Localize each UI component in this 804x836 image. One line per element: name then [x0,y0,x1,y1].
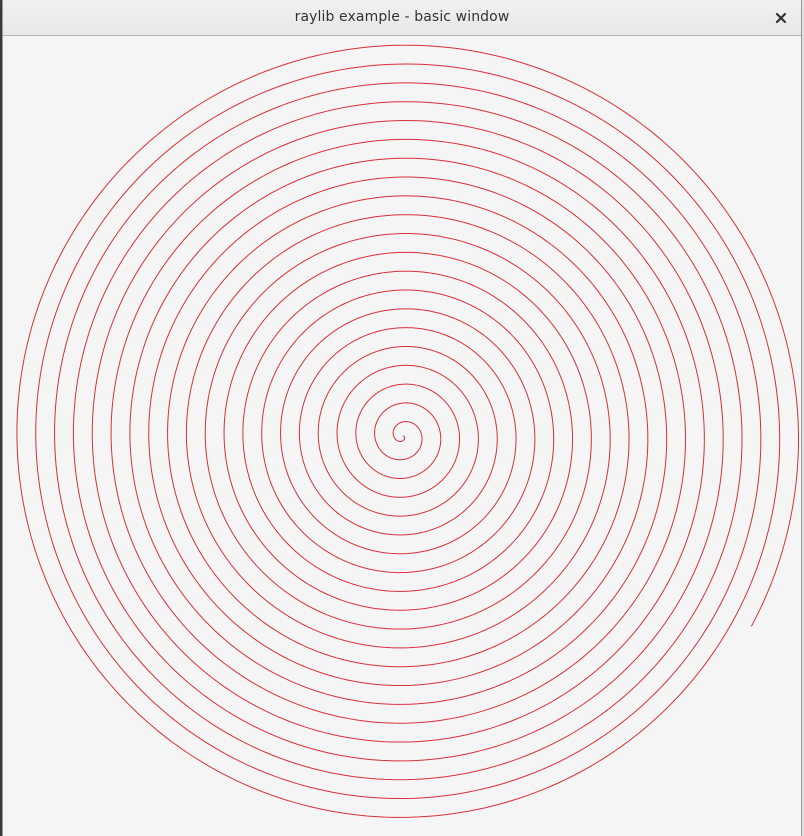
render-canvas [3,36,802,836]
window-title: raylib example - basic window [3,9,801,25]
spiral-line [17,45,799,817]
close-button[interactable] [769,6,793,30]
close-icon [775,12,787,24]
spiral-drawing [3,36,802,836]
title-bar[interactable]: raylib example - basic window [3,0,801,36]
